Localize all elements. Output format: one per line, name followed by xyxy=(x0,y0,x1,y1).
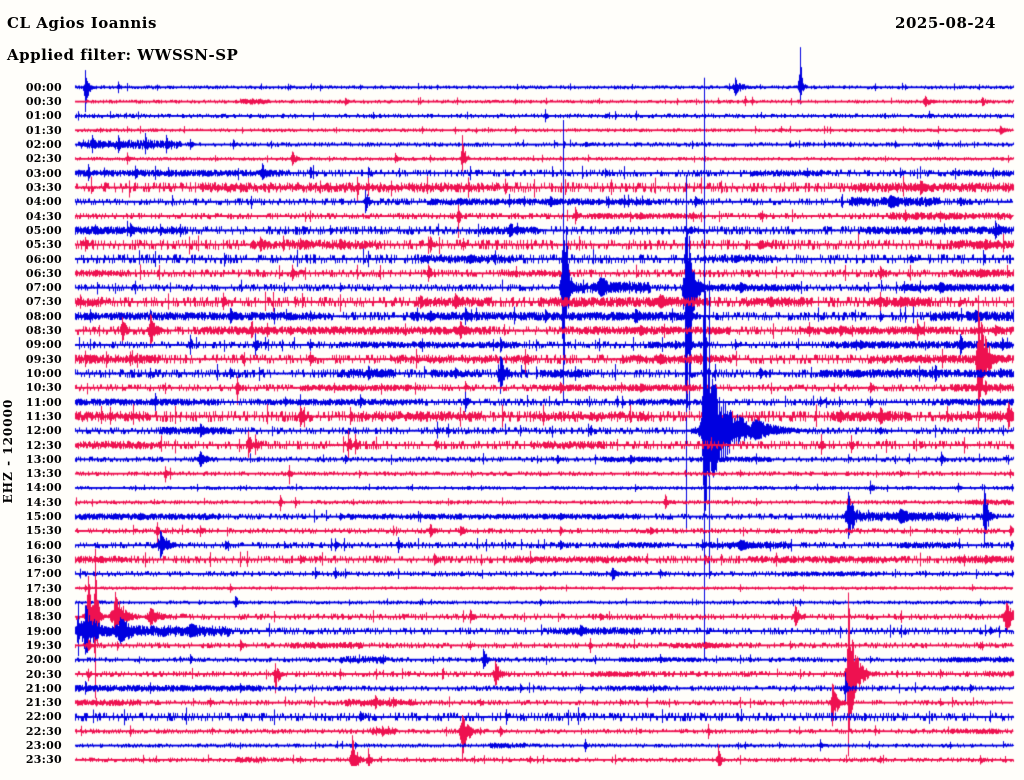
time-label: 02:00 xyxy=(25,138,62,152)
time-label: 10:00 xyxy=(25,367,62,380)
time-label: 21:00 xyxy=(25,681,62,695)
time-label: 05:30 xyxy=(25,238,62,252)
time-label: 06:30 xyxy=(25,266,62,280)
time-label: 20:00 xyxy=(25,653,62,667)
time-label: 17:00 xyxy=(25,567,62,581)
time-label: 01:30 xyxy=(25,123,62,137)
time-label: 14:30 xyxy=(25,495,62,509)
time-label: 15:00 xyxy=(25,510,62,524)
time-label: 14:00 xyxy=(25,481,62,495)
time-label: 13:30 xyxy=(25,467,62,481)
time-label: 10:30 xyxy=(25,381,62,395)
time-label: 13:00 xyxy=(25,452,62,466)
time-label: 11:00 xyxy=(25,395,62,409)
time-label: 11:30 xyxy=(25,409,62,423)
time-label: 04:30 xyxy=(25,209,62,223)
time-label: 07:30 xyxy=(25,295,62,309)
time-label: 08:00 xyxy=(25,309,62,323)
time-label: 23:30 xyxy=(25,753,62,767)
time-label: 05:00 xyxy=(25,223,62,237)
time-label: 02:30 xyxy=(25,152,62,166)
time-label: 21:30 xyxy=(25,696,62,710)
time-label: 19:30 xyxy=(25,638,62,652)
time-label: 03:00 xyxy=(25,166,62,180)
time-label: 12:30 xyxy=(25,438,62,452)
time-label: 20:30 xyxy=(25,667,62,681)
time-label: 23:00 xyxy=(25,739,62,753)
time-label: 03:30 xyxy=(25,180,62,194)
time-label: 22:30 xyxy=(25,724,62,738)
time-label: 04:00 xyxy=(25,195,62,209)
time-label: 07:00 xyxy=(25,281,62,295)
time-label: 17:30 xyxy=(25,581,62,595)
time-label: 08:30 xyxy=(25,324,62,338)
time-label: 15:30 xyxy=(25,524,62,538)
time-label: 22:00 xyxy=(25,710,62,724)
time-label: 18:00 xyxy=(25,595,62,609)
time-label: 06:00 xyxy=(25,252,62,266)
time-label: 16:00 xyxy=(25,538,62,552)
time-label: 19:00 xyxy=(25,624,62,638)
time-label: 00:00 xyxy=(25,80,62,94)
time-label: 12:00 xyxy=(25,424,62,438)
time-label: 18:30 xyxy=(25,610,62,624)
time-label: 09:00 xyxy=(25,338,62,352)
time-label: 16:30 xyxy=(25,553,62,567)
time-label: 00:30 xyxy=(25,95,62,109)
time-label: 09:30 xyxy=(25,352,62,366)
time-label: 01:00 xyxy=(25,109,62,123)
